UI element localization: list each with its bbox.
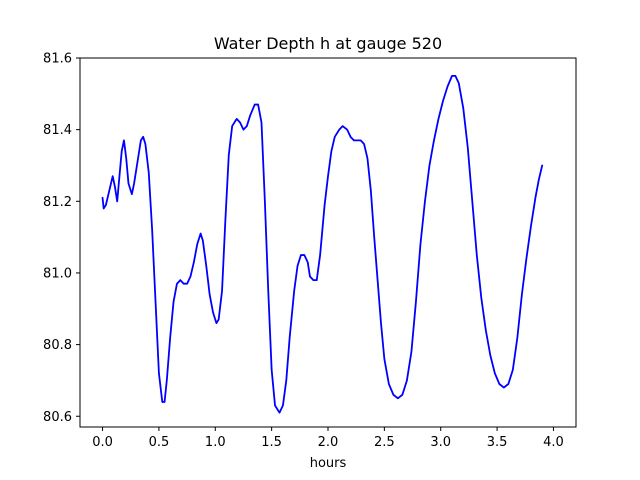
series-group [101, 75, 544, 414]
y-tick-label: 81.0 [43, 266, 72, 281]
chart-title: Water Depth h at gauge 520 [214, 34, 442, 53]
plot-area [80, 58, 576, 427]
series-line-0 [101, 75, 544, 414]
x-tick-label: 2.5 [374, 435, 395, 450]
y-axis: 80.6 80.8 81.0 81.2 81.4 81.6 [43, 52, 80, 425]
y-tick-label: 81.2 [43, 195, 72, 210]
x-tick-label: 2.0 [318, 435, 339, 450]
x-tick-label: 1.0 [205, 435, 226, 450]
x-tick-label: 3.5 [487, 435, 508, 450]
x-tick-label: 3.0 [430, 435, 451, 450]
x-tick-label: 0.0 [92, 435, 113, 450]
x-axis: 0.0 0.5 1.0 1.5 2.0 2.5 3.0 3.5 4.0 [92, 427, 564, 450]
x-tick-label: 0.5 [149, 435, 170, 450]
y-tick-label: 81.4 [43, 123, 72, 138]
y-tick-label: 80.8 [43, 338, 72, 353]
x-tick-label: 4.0 [543, 435, 564, 450]
x-tick-label: 1.5 [261, 435, 282, 450]
y-tick-label: 81.6 [43, 52, 72, 67]
x-axis-label: hours [310, 456, 347, 471]
y-tick-label: 80.6 [43, 410, 72, 425]
